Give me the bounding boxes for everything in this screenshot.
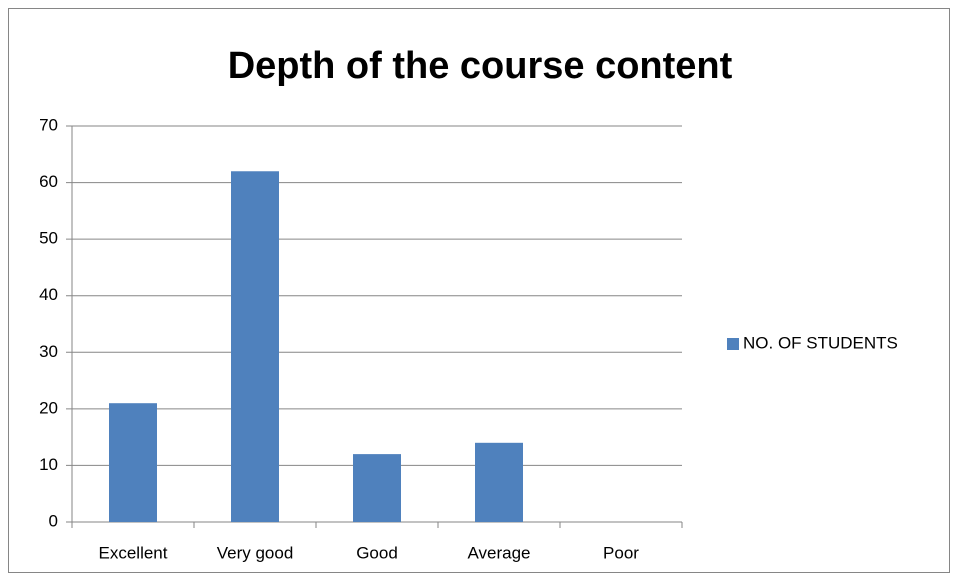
y-tick-label: 0 [49,511,58,530]
x-tick-label: Average [467,543,530,562]
y-tick-label: 20 [39,398,58,417]
x-tick-label: Poor [603,543,639,562]
y-tick-label: 10 [39,455,58,474]
chart-title: Depth of the course content [228,45,733,87]
bar [475,442,523,522]
x-tick-label: Excellent [99,543,168,562]
bar [231,171,279,522]
bar [109,403,157,522]
legend-label: NO. OF STUDENTS [743,333,898,352]
y-tick-label: 40 [39,285,58,304]
y-tick-label: 30 [39,342,58,361]
y-tick-label: 60 [39,172,58,191]
bar [353,454,401,522]
x-tick-label: Good [356,543,398,562]
legend-swatch [727,338,739,350]
y-tick-label: 50 [39,229,58,248]
y-tick-label: 70 [39,115,58,134]
x-tick-label: Very good [217,543,294,562]
